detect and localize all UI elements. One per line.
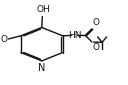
Text: N: N: [38, 63, 45, 73]
Text: O: O: [0, 35, 7, 44]
Text: O: O: [92, 18, 99, 27]
Text: OH: OH: [36, 6, 50, 14]
Text: O: O: [92, 43, 99, 52]
Text: HN: HN: [68, 31, 81, 40]
